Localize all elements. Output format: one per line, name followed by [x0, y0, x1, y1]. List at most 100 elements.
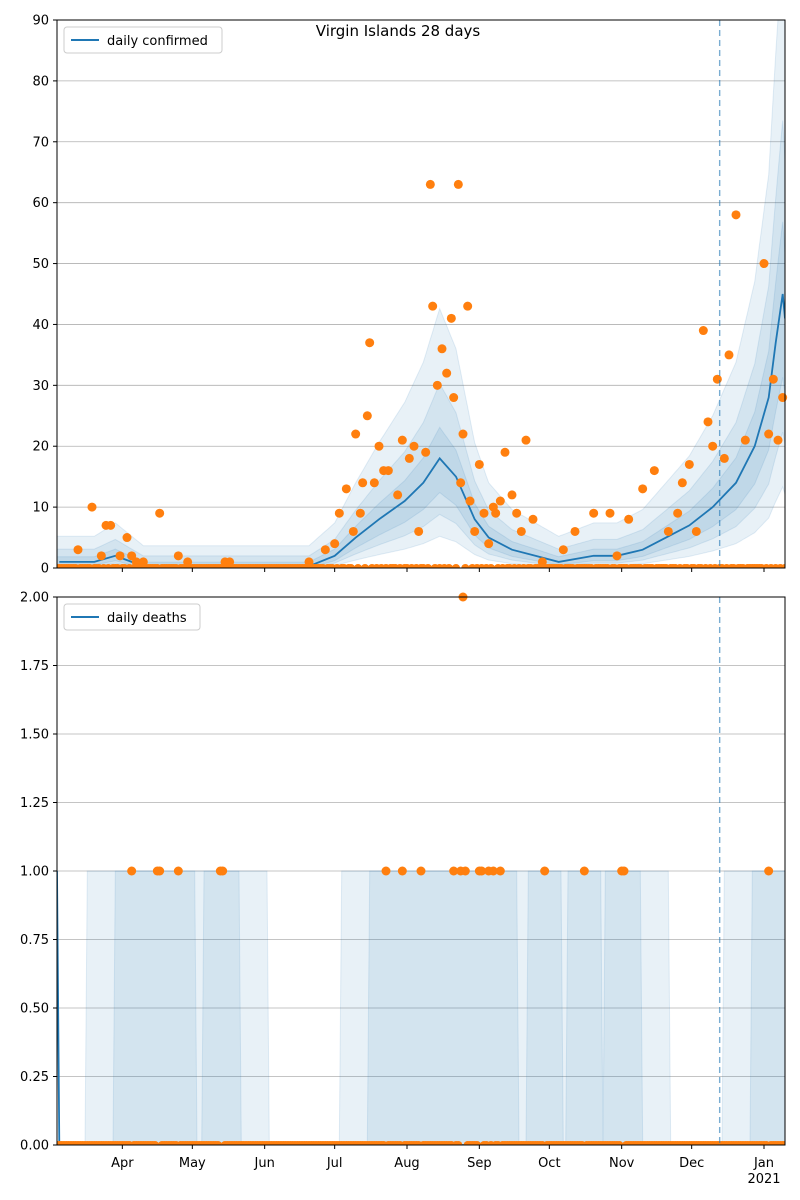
data-point — [351, 429, 361, 439]
x-tick-label: Nov — [609, 1156, 635, 1171]
data-point — [425, 179, 435, 189]
data-point — [458, 429, 468, 439]
data-point — [453, 179, 463, 189]
data-point — [473, 1141, 481, 1145]
data-point — [354, 564, 362, 568]
x-tick-label: Sep — [467, 1156, 492, 1171]
data-point — [537, 557, 547, 567]
y-tick-label: 1.50 — [20, 728, 49, 743]
x-tick-label: Dec — [679, 1156, 704, 1171]
data-point — [173, 866, 183, 876]
data-point — [369, 478, 379, 488]
data-point — [96, 551, 106, 561]
data-point — [397, 435, 407, 445]
data-point — [768, 374, 778, 384]
data-point — [452, 564, 460, 568]
data-point — [491, 508, 501, 518]
data-point — [460, 866, 470, 876]
data-point — [474, 459, 484, 469]
y-tick-label: 0.00 — [20, 1139, 49, 1154]
data-point — [131, 557, 141, 567]
data-point — [424, 564, 432, 568]
data-point — [781, 564, 785, 568]
y-tick-label: 0.50 — [20, 1002, 49, 1017]
data-point — [225, 557, 235, 567]
data-point — [214, 1141, 222, 1145]
data-point — [446, 313, 456, 323]
data-point — [764, 429, 774, 439]
data-point — [684, 459, 694, 469]
data-point — [358, 478, 368, 488]
data-point — [218, 866, 228, 876]
data-point — [724, 350, 734, 360]
data-point — [87, 502, 97, 512]
data-point — [484, 539, 494, 549]
data-point — [479, 508, 489, 518]
data-point — [495, 866, 505, 876]
legend-label: daily confirmed — [107, 34, 208, 49]
data-point — [449, 393, 459, 403]
data-point — [409, 441, 419, 451]
data-point — [365, 338, 375, 348]
data-point — [619, 866, 629, 876]
data-point — [764, 866, 774, 876]
data-point — [540, 866, 550, 876]
data-point — [558, 545, 568, 555]
data-point — [507, 490, 517, 500]
data-point — [495, 496, 505, 506]
data-point — [347, 564, 355, 568]
data-point — [528, 514, 538, 524]
data-point — [437, 344, 447, 354]
x-year-label: 2021 — [747, 1172, 780, 1187]
data-point — [355, 508, 365, 518]
y-tick-label: 20 — [32, 440, 49, 455]
data-point — [781, 1141, 785, 1145]
data-point — [778, 393, 788, 403]
data-point — [432, 380, 442, 390]
data-point — [731, 210, 741, 220]
data-point — [649, 466, 659, 476]
data-point — [115, 551, 125, 561]
data-point — [330, 539, 340, 549]
data-point — [615, 1141, 624, 1145]
data-point — [442, 368, 452, 378]
data-point — [521, 435, 531, 445]
data-point — [477, 866, 487, 876]
y-tick-label: 70 — [32, 135, 49, 150]
data-point — [698, 326, 708, 336]
y-tick-label: 1.75 — [20, 659, 49, 674]
data-point — [589, 508, 599, 518]
data-point — [773, 435, 783, 445]
data-point — [173, 551, 183, 561]
x-tick-label: Jun — [254, 1156, 275, 1171]
data-point — [428, 301, 438, 311]
legend: daily deaths — [63, 603, 201, 631]
data-point — [708, 441, 718, 451]
data-point — [183, 557, 193, 567]
data-point — [445, 564, 453, 568]
data-point — [334, 508, 344, 518]
legend: daily confirmed — [63, 26, 223, 54]
data-point — [155, 508, 165, 518]
y-tick-label: 80 — [32, 74, 49, 89]
data-point — [516, 526, 526, 536]
data-point — [612, 551, 622, 561]
y-tick-label: 0 — [41, 562, 49, 577]
data-point — [122, 533, 132, 543]
y-tick-label: 30 — [32, 379, 49, 394]
data-point — [320, 545, 330, 555]
uncertainty-band — [57, 20, 785, 568]
data-point — [362, 411, 372, 421]
data-point — [605, 508, 615, 518]
y-tick-label: 90 — [32, 14, 49, 29]
data-point — [383, 466, 393, 476]
data-point — [663, 526, 673, 536]
data-point — [470, 526, 480, 536]
data-point — [454, 1141, 463, 1145]
series-line — [57, 870, 785, 1145]
data-point — [461, 564, 470, 568]
uncertainty-band — [57, 870, 785, 1145]
data-point — [449, 866, 459, 876]
data-point — [579, 866, 589, 876]
